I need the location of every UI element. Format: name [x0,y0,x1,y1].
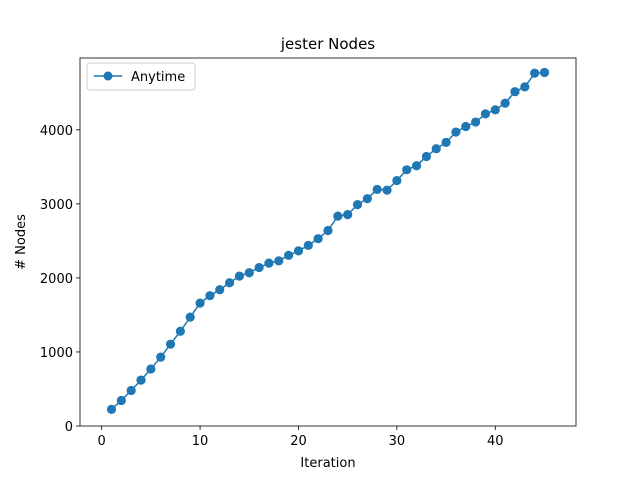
x-tick-label: 0 [98,434,106,449]
legend: Anytime [86,62,196,91]
data-point [343,210,353,220]
plot-area: 0 10 20 30 40 0 1000 2000 3000 4000 [40,57,577,449]
y-tick-label: 3000 [40,198,73,213]
y-tick-label: 1000 [40,346,73,361]
legend-marker-swatch [103,71,113,81]
legend-label-anytime: Anytime [131,70,185,85]
data-point [480,109,491,119]
data-point [175,326,185,336]
x-tick-label: 40 [487,434,504,449]
data-point [451,127,461,137]
data-point [323,225,333,236]
data-point [274,256,284,266]
data-point [313,234,323,244]
data-point [185,312,195,322]
data-point [461,121,471,132]
data-point [303,240,313,250]
data-point [520,82,530,92]
data-point [392,175,402,186]
data-point [293,246,304,256]
data-point [254,262,264,273]
data-point [333,211,343,221]
y-tick-label: 2000 [40,272,73,287]
data-point [421,151,432,162]
data-point [530,68,540,78]
data-point [195,298,205,308]
data-point [146,364,156,374]
data-point [284,250,294,260]
data-point [116,395,126,406]
y-axis-title: # Nodes [14,214,29,270]
axes-frame [79,57,577,427]
data-point [352,200,363,210]
data-point [215,285,225,295]
data-point [156,352,166,362]
data-point [264,258,274,268]
x-tick-label: 10 [192,434,209,449]
data-point [165,339,176,349]
legend-box [86,62,196,91]
data-point [224,278,235,288]
data-point [490,105,500,115]
chart-title: jester Nodes [280,35,375,53]
data-point [539,67,550,78]
data-point [382,185,392,195]
data-point [431,144,441,154]
x-axis-title: Iteration [300,456,355,471]
x-tick-label: 30 [389,434,406,449]
data-point [362,194,372,204]
data-point [441,137,451,148]
data-point [411,161,422,171]
y-tick-label: 0 [65,420,73,435]
data-point [126,385,136,396]
data-point [471,117,481,127]
x-tick-label: 20 [290,434,307,449]
data-point [500,98,510,108]
data-point [234,271,245,281]
data-point [510,87,520,97]
data-point [244,268,254,278]
data-point [205,291,215,301]
data-point [136,375,146,385]
data-point [372,184,382,195]
data-point [402,165,412,175]
data-point [106,404,117,414]
y-tick-label: 4000 [40,124,73,139]
